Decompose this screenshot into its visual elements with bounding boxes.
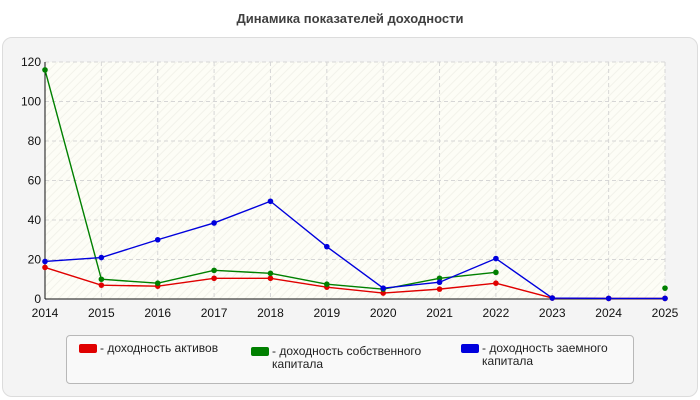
x-tick-label: 2023	[539, 306, 566, 320]
data-point	[605, 295, 612, 302]
legend-label-assets: - доходность активов	[100, 341, 219, 355]
legend-label-debt: - доходность заемного капитала	[482, 341, 608, 368]
legend-swatch-equity	[251, 347, 269, 356]
y-tick-labels: 0 20 40 60 80 100 120	[21, 55, 41, 306]
data-point	[42, 264, 48, 271]
chart-title: Динамика показателей доходности	[236, 11, 464, 26]
data-point	[98, 276, 105, 283]
data-point	[436, 286, 443, 292]
y-tick-label: 100	[21, 95, 41, 109]
data-point	[493, 280, 499, 287]
y-tick-label: 80	[28, 134, 42, 148]
data-point	[154, 236, 161, 243]
data-point	[436, 279, 443, 286]
x-tick-label: 2024	[595, 306, 622, 320]
x-tick-label: 2015	[88, 306, 115, 320]
data-point	[380, 290, 386, 296]
x-tick-label: 2018	[257, 306, 284, 320]
legend-swatch-debt	[461, 344, 479, 353]
data-point	[662, 295, 668, 302]
data-point	[211, 275, 217, 282]
legend-swatch-assets	[79, 344, 97, 353]
data-point	[380, 285, 386, 291]
x-tick-label: 2022	[483, 306, 510, 320]
series-line-2	[44, 200, 665, 300]
data-point	[493, 255, 499, 262]
y-tick-label: 0	[34, 292, 41, 306]
y-tick-label: 40	[28, 213, 42, 227]
x-tick-label: 2025	[652, 306, 679, 320]
data-point	[436, 275, 443, 282]
legend-label-equity: - доходность собственного капитала	[272, 344, 422, 371]
data-point	[493, 269, 499, 276]
y-tick-label: 20	[28, 253, 42, 267]
series-markers	[42, 67, 668, 302]
data-point	[324, 243, 330, 250]
x-tick-label: 2016	[144, 306, 171, 320]
data-point	[662, 285, 668, 291]
data-point	[98, 282, 105, 288]
data-point	[154, 280, 161, 287]
x-tick-label: 2017	[201, 306, 228, 320]
x-tick-labels: 2014 2015 2016 2017 2018 2019 2020 2021 2022 2023…	[32, 306, 679, 320]
data-point	[42, 258, 48, 265]
data-point	[98, 254, 105, 261]
data-point	[42, 67, 48, 73]
data-point	[211, 267, 217, 274]
x-tick-label: 2014	[32, 306, 59, 320]
data-point	[324, 281, 330, 287]
data-point	[211, 220, 217, 226]
data-point	[267, 270, 274, 277]
legend: - доходность активов - доходность собств…	[66, 335, 634, 384]
y-tick-label: 60	[28, 174, 42, 188]
data-point	[549, 295, 556, 301]
y-tick-label: 120	[21, 55, 41, 69]
data-point	[267, 198, 274, 205]
x-tick-label: 2020	[370, 306, 397, 320]
x-tick-label: 2019	[313, 306, 340, 320]
data-point	[267, 275, 274, 282]
x-tick-label: 2021	[426, 306, 453, 320]
